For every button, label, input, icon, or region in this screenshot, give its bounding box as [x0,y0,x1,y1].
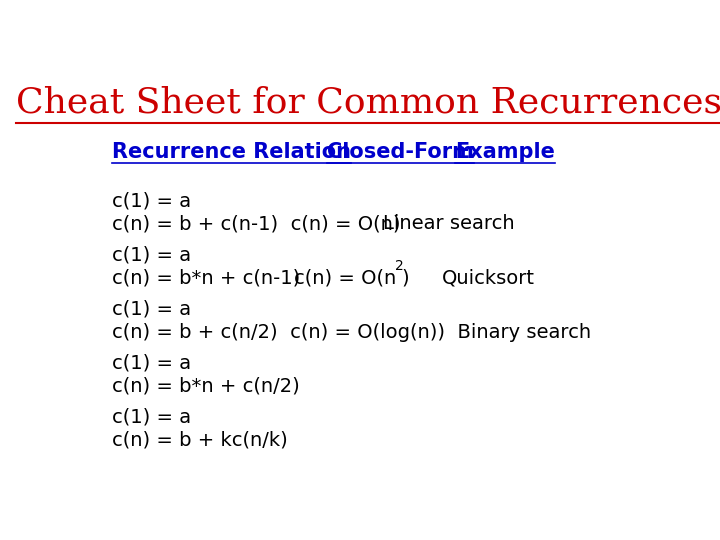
Text: Cheat Sheet for Common Recurrences: Cheat Sheet for Common Recurrences [16,85,720,119]
Text: c(1) = a: c(1) = a [112,408,192,427]
Text: ): ) [401,268,409,287]
Text: Quicksort: Quicksort [441,268,534,287]
Text: Example: Example [456,141,555,161]
Text: c(n) = b*n + c(n-1): c(n) = b*n + c(n-1) [112,268,300,287]
Text: c(n) = b + kc(n/k): c(n) = b + kc(n/k) [112,431,288,450]
Text: c(1) = a: c(1) = a [112,354,192,373]
Text: Recurrence Relation: Recurrence Relation [112,141,351,161]
Text: c(1) = a: c(1) = a [112,246,192,265]
Text: c(1) = a: c(1) = a [112,192,192,211]
Text: c(n) = O(n: c(n) = O(n [294,268,396,287]
Text: c(n) = b + c(n/2)  c(n) = O(log(n))  Binary search: c(n) = b + c(n/2) c(n) = O(log(n)) Binar… [112,322,591,342]
Text: c(n) = b + c(n-1)  c(n) = O(n): c(n) = b + c(n-1) c(n) = O(n) [112,214,401,233]
Text: Closed-Form: Closed-Form [327,141,474,161]
Text: Linear search: Linear search [383,214,515,233]
Text: c(n) = b*n + c(n/2): c(n) = b*n + c(n/2) [112,377,300,396]
Text: c(1) = a: c(1) = a [112,300,192,319]
Text: 2: 2 [395,259,403,273]
